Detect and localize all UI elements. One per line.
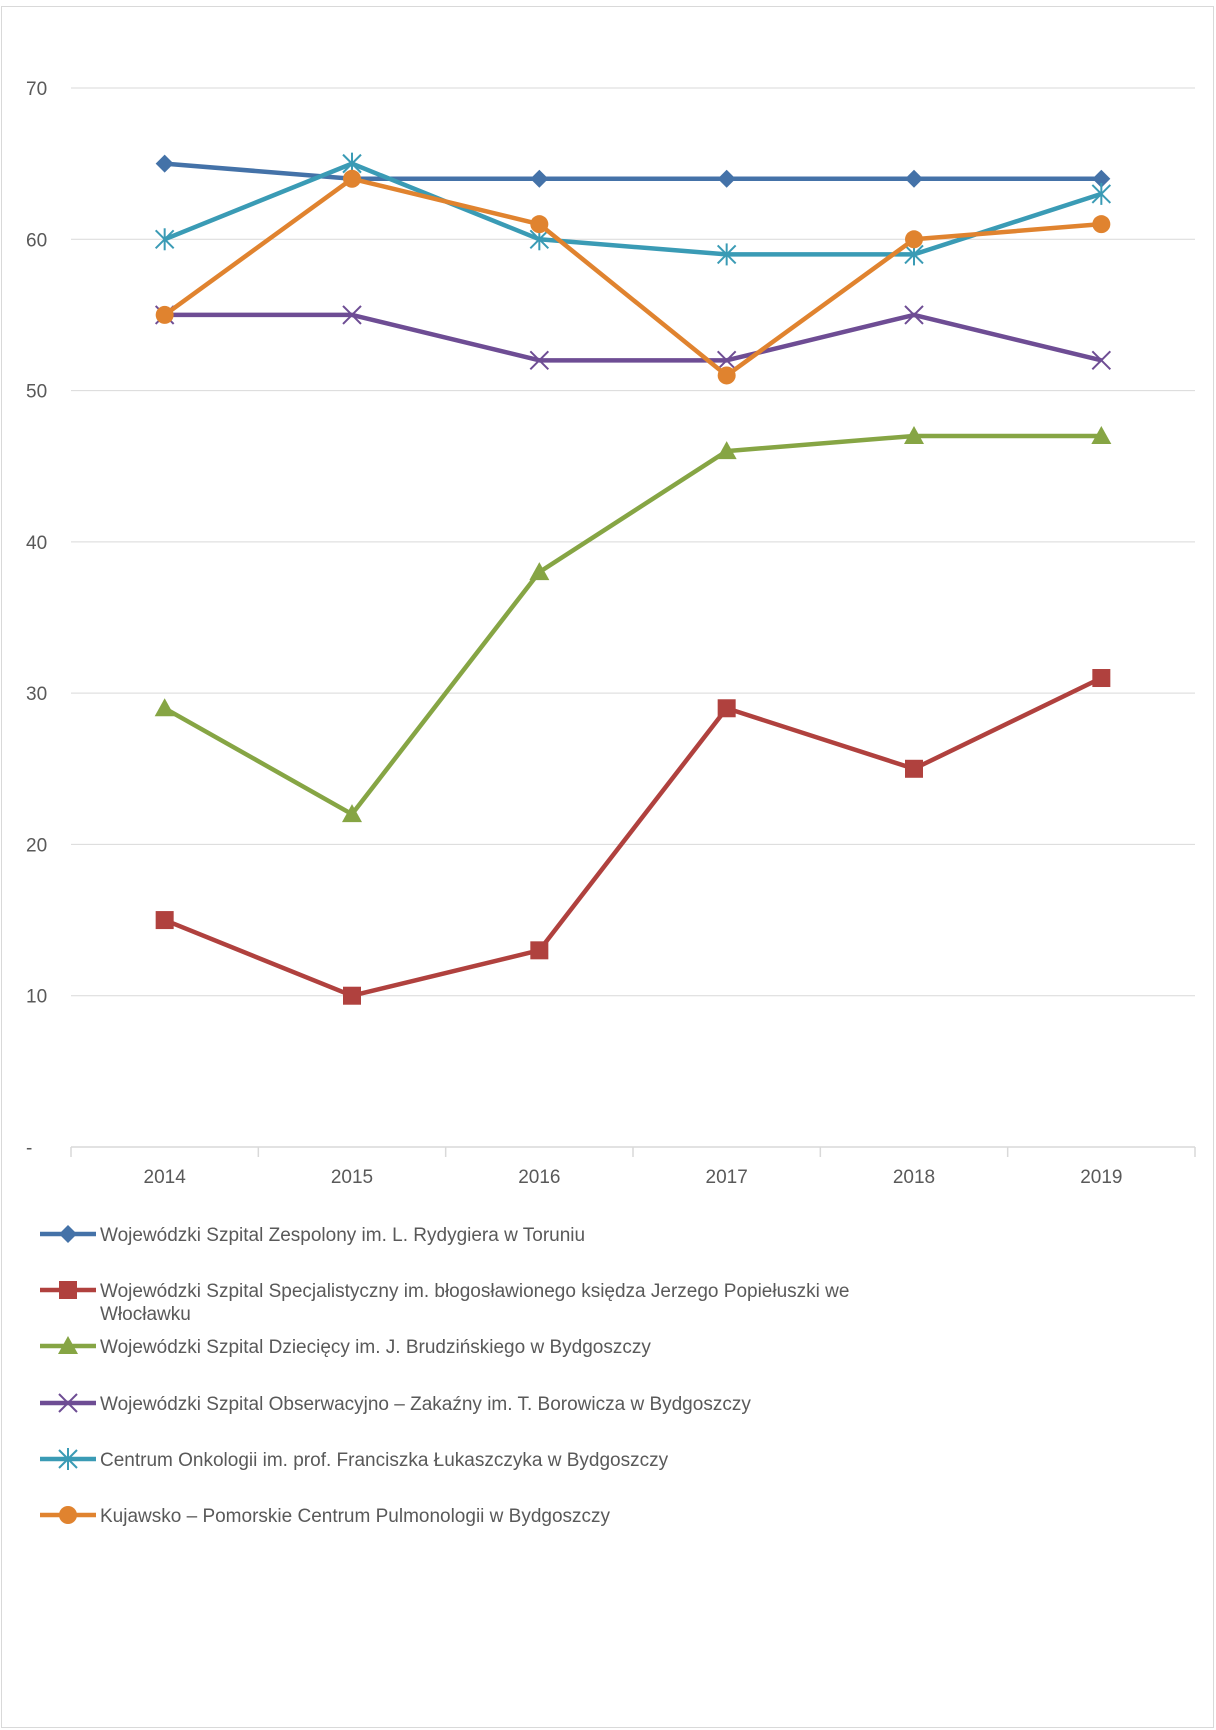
x-tick-label: 2016 (518, 1167, 560, 1188)
legend-label: Wojewódzki Szpital Dziecięcy im. J. Brud… (100, 1337, 651, 1358)
marker-stroke (58, 1393, 78, 1413)
marker-stroke (342, 305, 362, 325)
legend-entry-4: Centrum Onkologii im. prof. Franciszka Ł… (40, 1448, 669, 1471)
series-3 (154, 305, 1112, 371)
data-point (154, 228, 175, 251)
y-tick-label: 30 (26, 684, 47, 705)
data-point (343, 986, 361, 1005)
legend: Wojewódzki Szpital Zespolony im. L. Rydy… (40, 1225, 849, 1527)
legend-entry-1: Wojewódzki Szpital Specjalistyczny im. b… (40, 1281, 849, 1325)
data-point (716, 350, 737, 371)
series-line (163, 675, 1103, 998)
data-point (529, 350, 550, 371)
y-tick-label: - (26, 1138, 32, 1159)
y-tick-label: 40 (26, 533, 47, 554)
legend-marker (59, 1225, 77, 1243)
series-4 (154, 152, 1112, 266)
x-tick-label: 2014 (144, 1167, 187, 1188)
y-tick-label: 50 (26, 382, 47, 403)
series-1 (155, 669, 1111, 1005)
series-line (163, 161, 1103, 257)
y-tick-label: 10 (26, 987, 47, 1008)
data-point (1092, 169, 1111, 188)
x-tick-label: 2019 (1080, 1167, 1122, 1188)
marker-stroke (1091, 350, 1112, 371)
chart-frame (1, 6, 1214, 1728)
series-lines (154, 152, 1112, 1005)
series-line (163, 176, 1102, 378)
legend-marker (58, 1448, 78, 1470)
series-line (164, 312, 1102, 363)
axes: - 10 20 30 40 50 60 70 2014 2015 2016 2017 2018 2019 (26, 79, 1196, 1188)
data-point (1091, 425, 1112, 444)
legend-marker (58, 1393, 78, 1413)
data-point (530, 941, 549, 960)
data-point (1091, 182, 1112, 205)
legend-marker (59, 1506, 77, 1524)
legend-label: Wojewódzki Szpital Specjalistyczny im. b… (100, 1281, 849, 1302)
data-point (904, 425, 924, 444)
legend-entry-2: Wojewódzki Szpital Dziecięcy im. J. Brud… (40, 1336, 651, 1358)
legend-entry-3: Wojewódzki Szpital Obserwacyjno – Zakaźn… (40, 1393, 751, 1415)
legend-label: Kujawsko – Pomorskie Centrum Pulmonologi… (100, 1506, 611, 1527)
data-point (342, 305, 362, 325)
data-point (1092, 215, 1111, 234)
x-tick-label: 2017 (706, 1167, 748, 1188)
data-point (904, 305, 924, 325)
data-point (343, 169, 361, 188)
legend-entry-5: Kujawsko – Pomorskie Centrum Pulmonologi… (40, 1506, 611, 1527)
data-point (1092, 669, 1111, 688)
gridlines (71, 87, 1195, 997)
data-point (530, 169, 549, 188)
data-point (905, 169, 923, 188)
x-tick-label: 2018 (893, 1167, 935, 1188)
marker-stroke (716, 350, 737, 371)
data-point (717, 169, 736, 188)
legend-marker (59, 1281, 77, 1299)
legend-marker (58, 1336, 78, 1354)
data-point (905, 230, 923, 249)
series-5 (155, 169, 1111, 385)
legend-label: Wojewódzki Szpital Obserwacyjno – Zakaźn… (100, 1394, 751, 1415)
data-point (155, 154, 174, 173)
y-tick-label: 70 (26, 79, 47, 100)
data-point (154, 698, 175, 717)
legend-entry-0: Wojewódzki Szpital Zespolony im. L. Rydy… (40, 1225, 585, 1246)
x-tick-label: 2015 (331, 1167, 373, 1188)
data-point (905, 759, 923, 778)
legend-label: Włocławku (100, 1304, 191, 1325)
marker-stroke (529, 350, 550, 371)
data-point (530, 215, 549, 234)
y-tick-label: 60 (26, 230, 47, 251)
data-point (716, 243, 737, 266)
series-line (164, 161, 1102, 182)
legend-label: Centrum Onkologii im. prof. Franciszka Ł… (100, 1450, 669, 1471)
data-point (717, 366, 736, 385)
series-2 (154, 425, 1112, 823)
y-tick-label: 20 (26, 835, 47, 856)
legend-label: Wojewódzki Szpital Zespolony im. L. Rydy… (100, 1225, 585, 1246)
data-point (155, 911, 174, 930)
marker-stroke (904, 305, 924, 325)
data-point (529, 562, 550, 581)
data-point (342, 804, 362, 823)
series-line (163, 433, 1102, 817)
data-point (155, 305, 174, 324)
data-point (717, 699, 736, 718)
data-point (716, 441, 737, 460)
data-point (1091, 350, 1112, 371)
